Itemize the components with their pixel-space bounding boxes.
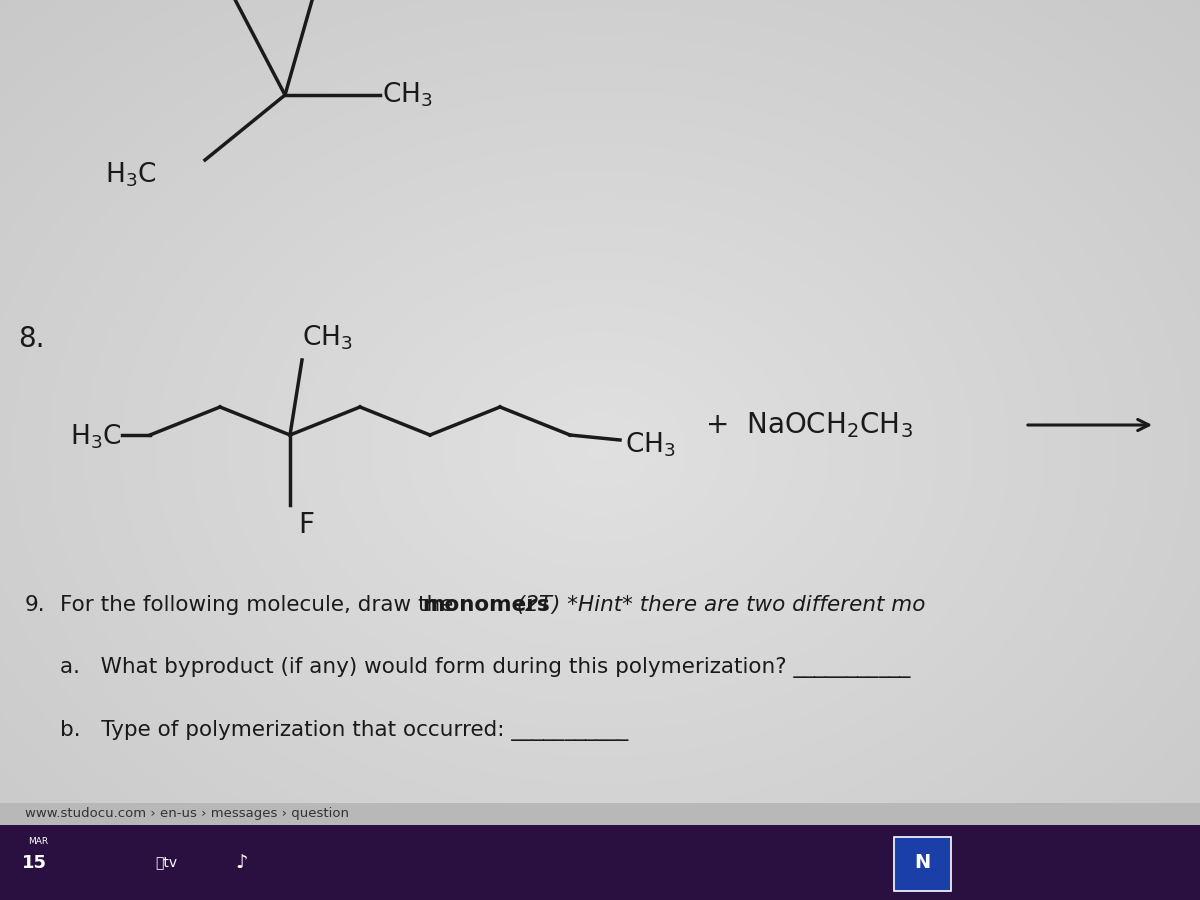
Text: 15: 15 (22, 853, 47, 871)
Text: monomers: monomers (422, 595, 550, 615)
Text: (2T) *Hint* there are two different mo: (2T) *Hint* there are two different mo (510, 595, 925, 615)
Text: 9.: 9. (25, 595, 46, 615)
Text: www.studocu.com › en-us › messages › question: www.studocu.com › en-us › messages › que… (25, 807, 349, 821)
Text: N: N (914, 853, 930, 872)
Bar (0, 803, 1200, 825)
Text: b.   Type of polymerization that occurred: ___________: b. Type of polymerization that occurred:… (60, 720, 629, 741)
Text: $\mathrm{H_3C}$: $\mathrm{H_3C}$ (70, 423, 121, 451)
Text: $\mathrm{CH_3}$: $\mathrm{CH_3}$ (625, 431, 676, 459)
Text: For the following molecule, draw the: For the following molecule, draw the (60, 595, 461, 615)
Bar (0, 825, 1200, 900)
Text: MAR: MAR (28, 837, 48, 846)
Text: a.   What byproduct (if any) would form during this polymerization? ___________: a. What byproduct (if any) would form du… (60, 657, 911, 678)
Text: ♪: ♪ (235, 853, 247, 872)
Text: $\mathrm{H_3C}$: $\mathrm{H_3C}$ (106, 161, 156, 189)
Text: $\mathrm{CH_3}$: $\mathrm{CH_3}$ (382, 81, 433, 109)
Text: $+\ \ \mathrm{NaOCH_2CH_3}$: $+\ \ \mathrm{NaOCH_2CH_3}$ (706, 410, 913, 440)
Text: ⬛tv: ⬛tv (155, 856, 178, 869)
Text: $\mathrm{CH_3}$: $\mathrm{CH_3}$ (302, 323, 353, 352)
Text: 8.: 8. (18, 325, 44, 353)
Text: F: F (298, 511, 314, 539)
FancyBboxPatch shape (894, 837, 952, 891)
